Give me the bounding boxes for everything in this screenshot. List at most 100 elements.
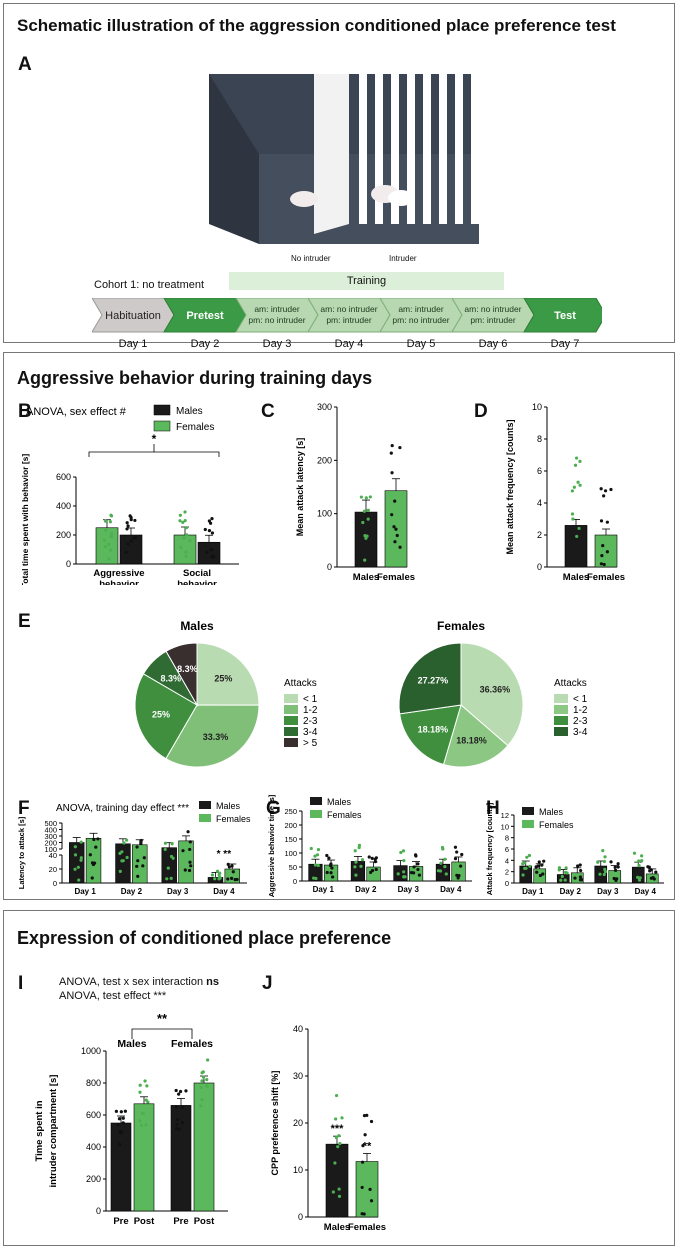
data-point (540, 863, 544, 867)
data-point (178, 1089, 183, 1094)
data-point (79, 856, 83, 860)
data-point (206, 1058, 210, 1062)
data-point (362, 1114, 367, 1118)
data-point (125, 527, 129, 531)
data-point (205, 550, 209, 555)
data-point (73, 845, 77, 849)
section-title-schematic: Schematic illustration of the aggression… (17, 16, 616, 35)
data-point (559, 878, 563, 882)
data-point (337, 1187, 341, 1191)
data-point (176, 1117, 180, 1122)
legend-label: 1-2 (303, 705, 318, 716)
section-cpp: Expression of conditioned place preferen… (3, 910, 675, 1246)
timeline-step-line2: pm: intruder (326, 315, 372, 325)
data-point (353, 865, 357, 869)
data-point (393, 499, 397, 503)
data-point (177, 1092, 181, 1096)
data-point (174, 1127, 178, 1131)
y-tick-label: 400 (56, 501, 71, 511)
data-point (413, 853, 418, 857)
data-point (230, 876, 234, 880)
training-band: Training (229, 272, 504, 290)
x-category-label: Day 1 (74, 887, 96, 896)
data-point (129, 515, 133, 520)
data-point (175, 1123, 179, 1127)
bar-females (95, 527, 119, 565)
data-point (166, 866, 170, 870)
timeline-day-label: Day 7 (550, 338, 580, 350)
data-point (118, 869, 122, 874)
legend-label: 1-2 (573, 705, 588, 716)
section-schematic: Schematic illustration of the aggression… (3, 3, 675, 350)
data-point (117, 1117, 122, 1121)
data-point (165, 877, 169, 881)
data-point (124, 550, 128, 554)
pie-slice (460, 642, 524, 747)
anova-title-i-text: ANOVA, test x sex interaction (59, 976, 207, 988)
significance-bracket (88, 451, 220, 457)
data-point (615, 877, 619, 881)
y-tick-label: 20 (293, 1118, 303, 1128)
legend-swatch-males (310, 797, 322, 805)
data-point (368, 495, 372, 499)
data-point (601, 848, 605, 853)
data-point (573, 876, 577, 880)
timeline-step-line2: pm: no intruder (392, 315, 449, 325)
legend-swatch-females (199, 814, 211, 822)
data-point (188, 840, 192, 844)
data-point (527, 853, 532, 858)
data-point (360, 1185, 364, 1190)
data-point (354, 873, 358, 877)
data-point (570, 512, 575, 516)
chart-title: ANOVA, training day effect *** (56, 803, 189, 814)
bar-males (69, 842, 85, 884)
y-tick-label: 40 (49, 851, 57, 860)
y-tick-label: 0 (96, 1206, 101, 1216)
data-point (135, 864, 139, 868)
chart-title: ANOVA, sex effect # (26, 406, 127, 418)
y-tick-label: 150 (284, 835, 297, 844)
data-point (603, 855, 607, 859)
y-axis-label: Attack frequency [counts] (485, 802, 494, 895)
bar-males (435, 863, 451, 882)
data-point (200, 1098, 204, 1102)
data-point (328, 863, 333, 868)
group-label: Males (117, 1038, 146, 1050)
data-point (125, 521, 129, 525)
data-point (396, 872, 400, 876)
y-tick-label: 600 (86, 1110, 101, 1120)
pie-slice (399, 704, 462, 766)
panel-letter-g: G (266, 798, 281, 819)
legend-swatch (554, 694, 568, 703)
pie-slice-label: 8.3% (160, 674, 181, 684)
data-point (209, 521, 213, 525)
data-point (602, 494, 606, 498)
data-point (315, 853, 320, 857)
x-category-label: Day 2 (355, 885, 377, 894)
data-point (439, 861, 443, 865)
data-point (640, 859, 644, 863)
y-tick-label: 200 (44, 839, 57, 848)
legend-label: < 1 (573, 694, 588, 705)
data-point (331, 1190, 335, 1194)
data-point (177, 1127, 181, 1131)
data-point (209, 547, 213, 552)
chart-e-females-pie: Females 36.36% 18.18% 18.18% 27.27% Attacks < … (398, 619, 588, 768)
data-point (361, 520, 365, 525)
data-point (599, 487, 603, 491)
data-point (126, 524, 130, 528)
legend-label-females: Females (216, 814, 251, 824)
data-point (142, 856, 146, 860)
data-point (136, 874, 140, 878)
data-point (578, 459, 582, 463)
pie-title: Males (180, 619, 214, 633)
legend-label-males: Males (216, 801, 241, 811)
significance-label: ** (157, 1011, 168, 1026)
y-tick-label: 100 (44, 845, 57, 854)
bar-males (564, 525, 588, 568)
chart-e-males-pie: Males 25% 33.3% 25% 8.3%8.3% Attacks < 11-22-3… (134, 619, 318, 768)
chart-g-aggressive-time: 0 50 100 150 200 250 Aggressive behavior time … (267, 794, 472, 897)
pie-slice (165, 704, 260, 768)
timeline-day-label: Day 2 (190, 338, 220, 350)
data-point (106, 542, 111, 547)
